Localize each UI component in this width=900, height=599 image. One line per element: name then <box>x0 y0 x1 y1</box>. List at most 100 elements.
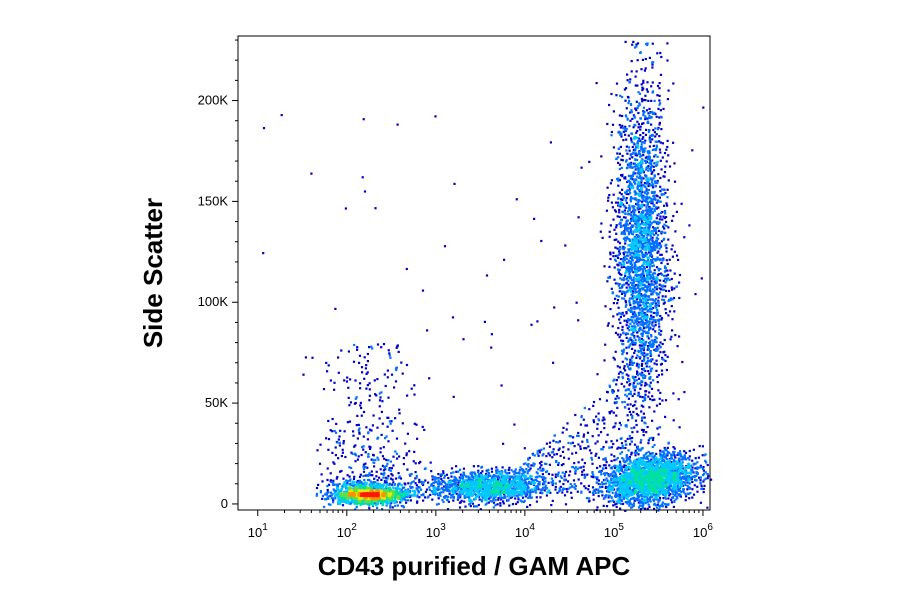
event-point <box>623 209 626 212</box>
event-point <box>652 499 655 502</box>
event-point <box>645 209 648 212</box>
event-point <box>653 208 656 211</box>
event-point <box>604 457 607 460</box>
event-point <box>333 381 336 384</box>
event-point <box>632 224 635 227</box>
event-point <box>358 479 361 482</box>
event-point <box>507 492 510 495</box>
event-point <box>434 493 437 496</box>
event-point <box>659 267 662 271</box>
event-point <box>625 358 629 361</box>
event-point <box>388 354 391 357</box>
event-point <box>677 258 680 261</box>
event-point <box>637 269 640 272</box>
event-point <box>394 380 398 383</box>
event-point <box>664 497 668 500</box>
event-point <box>397 350 400 353</box>
event-point <box>371 347 374 350</box>
event-point <box>687 481 690 484</box>
event-point <box>392 486 395 490</box>
event-point <box>656 181 659 184</box>
event-point <box>601 485 604 488</box>
event-point <box>656 94 659 97</box>
event-point <box>607 276 610 279</box>
event-point <box>631 156 634 159</box>
event-point <box>651 395 654 398</box>
event-point <box>354 454 357 457</box>
event-point <box>588 490 591 494</box>
event-point <box>440 482 443 485</box>
event-point <box>408 491 411 494</box>
event-point <box>637 203 640 206</box>
event-point <box>646 305 649 308</box>
event-point <box>701 454 704 457</box>
event-point <box>621 328 624 331</box>
event-point <box>671 469 674 472</box>
event-point <box>660 232 663 235</box>
event-point <box>627 180 630 183</box>
event-point <box>647 251 650 254</box>
event-point <box>464 488 467 492</box>
event-point <box>396 504 399 507</box>
event-point <box>332 461 335 464</box>
event-point <box>644 57 647 61</box>
event-point <box>655 348 658 351</box>
event-point <box>673 162 676 165</box>
event-point <box>625 303 628 306</box>
event-point <box>652 436 655 440</box>
event-point <box>521 487 524 490</box>
event-point <box>656 375 659 378</box>
event-point <box>656 221 659 224</box>
event-point <box>651 302 654 306</box>
event-point <box>658 244 662 247</box>
event-point <box>336 486 339 490</box>
event-point <box>580 415 583 418</box>
event-point <box>667 489 670 492</box>
event-point <box>446 489 449 492</box>
event-point <box>501 496 504 499</box>
event-point <box>700 484 703 487</box>
event-point <box>636 382 639 385</box>
event-point <box>630 315 633 319</box>
event-point <box>648 114 651 117</box>
event-point <box>647 503 650 506</box>
event-point <box>650 293 653 296</box>
event-point <box>653 289 656 292</box>
event-point <box>631 431 634 434</box>
event-point <box>331 493 334 496</box>
event-point <box>641 282 644 285</box>
event-point <box>644 190 647 193</box>
event-point <box>432 492 435 495</box>
event-point <box>631 347 634 350</box>
event-point <box>447 486 450 489</box>
event-point <box>634 244 637 247</box>
event-point <box>676 453 679 457</box>
event-point <box>642 490 645 494</box>
event-point <box>488 497 491 500</box>
event-point <box>650 238 653 241</box>
event-point <box>591 435 594 438</box>
event-point <box>658 247 661 250</box>
event-point <box>648 359 651 362</box>
event-point <box>645 197 648 200</box>
event-point <box>509 489 512 492</box>
event-point <box>655 146 658 149</box>
event-point <box>652 340 655 343</box>
event-point <box>635 364 638 367</box>
event-point <box>619 225 622 228</box>
event-point <box>648 196 651 199</box>
event-point <box>671 453 674 456</box>
event-point <box>624 440 627 443</box>
event-point <box>648 270 651 273</box>
event-point <box>604 464 607 467</box>
event-point <box>649 161 653 164</box>
event-point <box>633 208 636 211</box>
event-point <box>628 455 631 459</box>
event-point <box>371 424 374 427</box>
event-point <box>636 129 639 133</box>
event-point <box>337 457 340 460</box>
event-point <box>631 436 634 440</box>
event-point <box>648 107 651 110</box>
event-point <box>478 481 481 484</box>
event-point <box>661 259 664 262</box>
